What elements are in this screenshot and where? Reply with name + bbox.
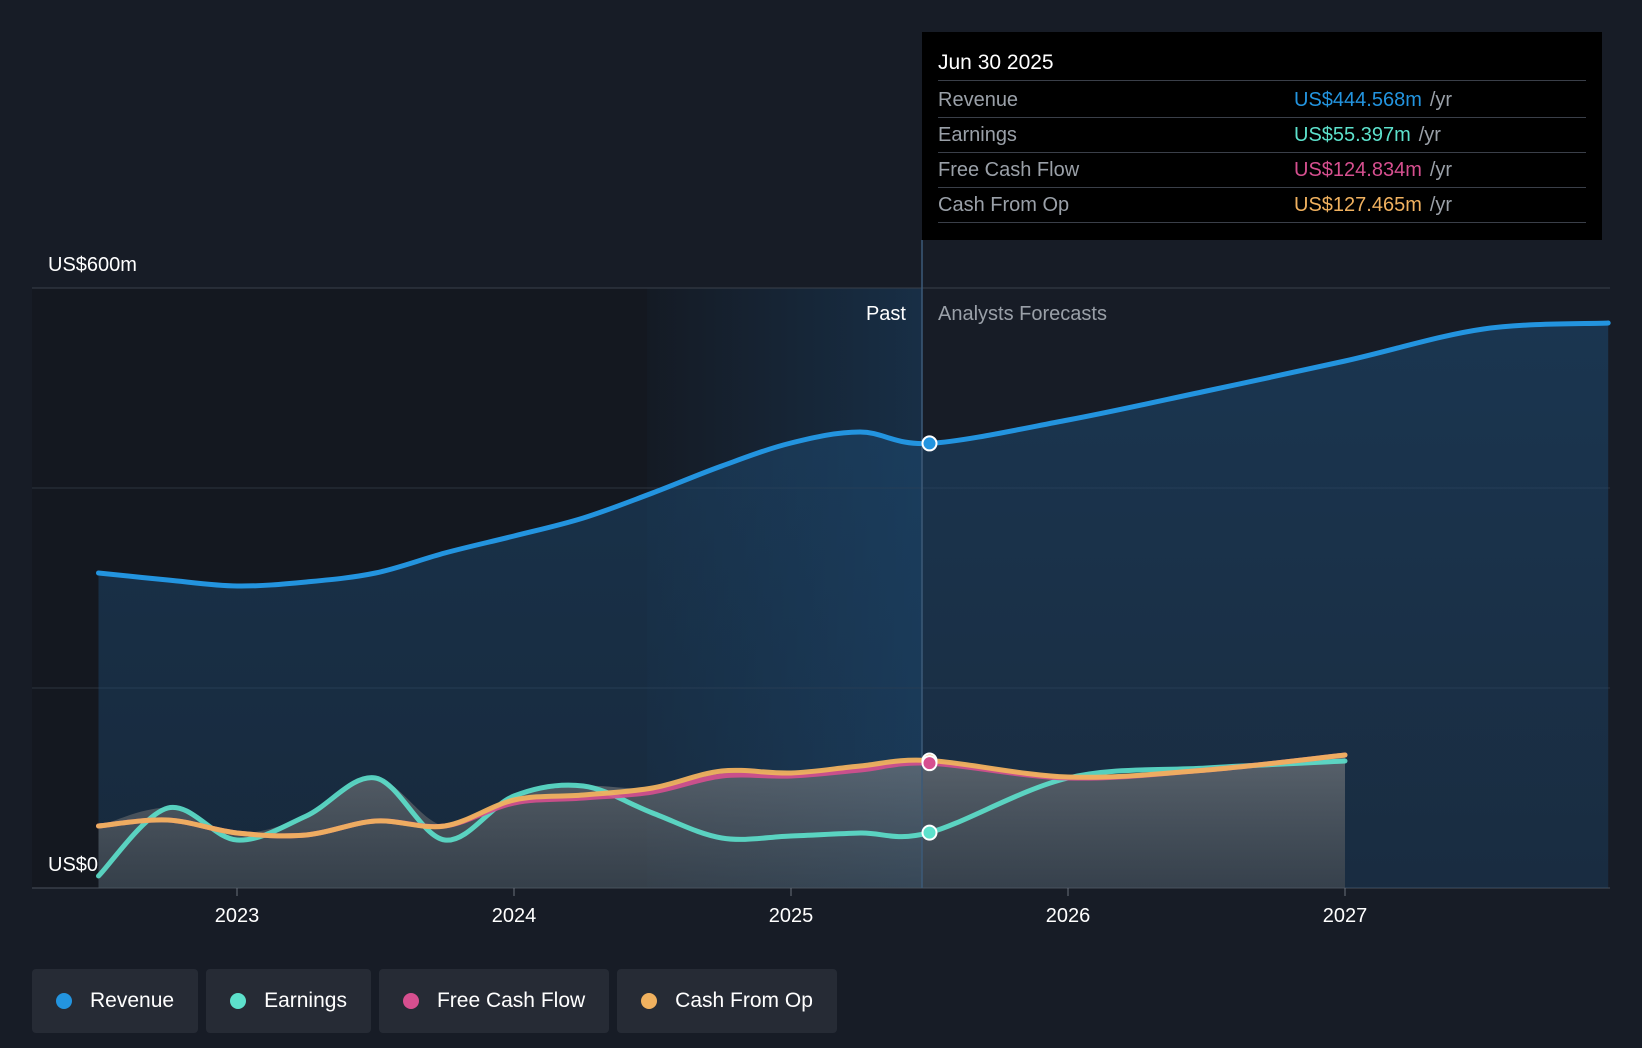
x-tick-label: 2027 [1323, 905, 1368, 927]
legend-label: Revenue [90, 989, 175, 1012]
tooltip-value: US$444.568m [1294, 89, 1422, 111]
tooltip-value: US$124.834m [1294, 159, 1422, 181]
tooltip-unit: /yr [1429, 159, 1453, 181]
legend-item-cash-from-op[interactable]: Cash From Op [617, 969, 837, 1033]
earnings-line [96, 758, 1348, 879]
x-tick-label: 2023 [215, 905, 260, 927]
tooltip-label: Revenue [938, 89, 1019, 111]
data-tooltip: Jun 30 2025 Revenue US$444.568m /yr Earn… [922, 32, 1602, 240]
revenue-area [98, 323, 1609, 888]
tooltip-unit: /yr [1418, 124, 1441, 146]
legend: Revenue Earnings Free Cash Flow Cash Fro… [32, 969, 837, 1033]
revenue-line [96, 320, 1611, 589]
legend-dot-icon [402, 993, 419, 1009]
tooltip-row-cash-from-op: Cash From Op US$127.465m /yr [938, 188, 1586, 223]
cash-from-op-line [96, 752, 1348, 839]
tooltip-row-earnings: Earnings US$55.397m /yr [938, 118, 1586, 153]
revenue-marker [921, 435, 938, 452]
legend-label: Earnings [264, 989, 347, 1012]
y-axis-top-label: US$600m [48, 254, 137, 276]
tooltip-row-free-cash-flow: Free Cash Flow US$124.834m /yr [938, 153, 1586, 188]
legend-label: Cash From Op [675, 989, 813, 1012]
tooltip-value: US$127.465m [1294, 194, 1422, 216]
legend-dot-icon [641, 993, 658, 1009]
legend-item-revenue[interactable]: Revenue [32, 969, 199, 1033]
legend-label: Free Cash Flow [436, 989, 586, 1012]
tooltip-date: Jun 30 2025 [938, 46, 1586, 81]
x-tick-label: 2026 [1046, 905, 1091, 927]
tooltip-unit: /yr [1429, 89, 1453, 111]
tooltip-row-revenue: Revenue US$444.568m /yr [938, 83, 1586, 118]
tooltip-unit: /yr [1429, 194, 1453, 216]
past-label: Past [866, 303, 906, 325]
tooltip-label: Earnings [938, 124, 1017, 146]
tooltip-label: Cash From Op [938, 194, 1070, 216]
tooltip-value: US$55.397m [1294, 124, 1411, 146]
legend-item-earnings[interactable]: Earnings [206, 969, 371, 1033]
x-tick-label: 2024 [492, 905, 537, 927]
free-cash-flow-marker [921, 755, 938, 772]
legend-item-free-cash-flow[interactable]: Free Cash Flow [378, 969, 610, 1033]
tooltip-label: Free Cash Flow [938, 159, 1080, 181]
legend-dot-icon [56, 993, 72, 1009]
x-tick-label: 2025 [769, 905, 814, 927]
earnings-marker [921, 824, 938, 841]
forecast-label: Analysts Forecasts [938, 303, 1107, 325]
legend-dot-icon [230, 993, 247, 1009]
y-axis-bottom-label: US$0 [48, 854, 98, 876]
